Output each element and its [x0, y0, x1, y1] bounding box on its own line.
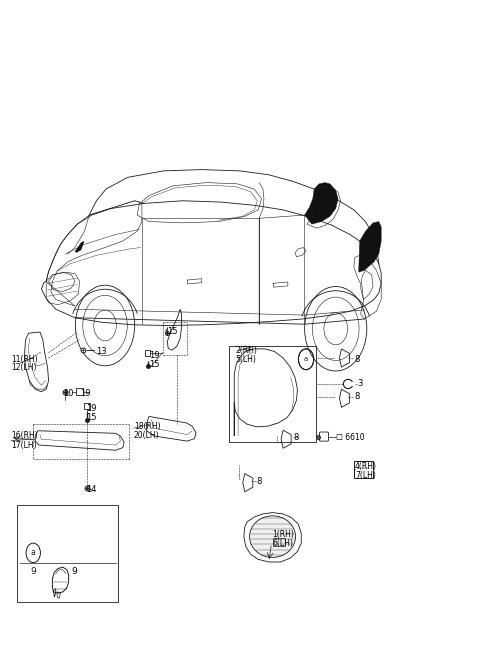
Circle shape [75, 285, 135, 366]
Text: 16(RH): 16(RH) [11, 432, 38, 441]
Text: 17(LH): 17(LH) [11, 441, 37, 450]
Text: 19: 19 [149, 351, 159, 360]
Text: 10: 10 [63, 389, 73, 398]
Text: 8: 8 [354, 393, 360, 402]
Text: 8: 8 [354, 355, 360, 364]
Text: 4(RH): 4(RH) [355, 462, 377, 471]
Text: 9: 9 [72, 566, 77, 575]
Text: 15: 15 [86, 413, 96, 422]
Text: 12(LH): 12(LH) [11, 363, 37, 372]
Text: a: a [304, 356, 308, 362]
Text: 20(LH): 20(LH) [134, 431, 159, 440]
Text: 18(RH): 18(RH) [134, 422, 160, 431]
Text: 3: 3 [357, 380, 362, 389]
Text: ☐ 6610: ☐ 6610 [336, 433, 364, 442]
Circle shape [305, 286, 367, 371]
Text: 19: 19 [86, 404, 96, 413]
Text: 8: 8 [257, 477, 262, 486]
Ellipse shape [250, 516, 296, 557]
FancyBboxPatch shape [76, 388, 84, 395]
Text: 13: 13 [96, 347, 107, 356]
Text: 19: 19 [80, 389, 90, 398]
Text: 8: 8 [294, 433, 299, 442]
Text: 1(RH): 1(RH) [273, 530, 294, 539]
Text: 15: 15 [167, 327, 178, 337]
Polygon shape [305, 182, 338, 224]
Text: 2(RH): 2(RH) [235, 346, 257, 355]
Text: 7(LH): 7(LH) [355, 471, 376, 480]
Polygon shape [75, 241, 84, 253]
FancyBboxPatch shape [84, 403, 90, 409]
Text: 11(RH): 11(RH) [11, 355, 38, 364]
FancyBboxPatch shape [145, 350, 151, 356]
Text: 5(LH): 5(LH) [235, 355, 256, 364]
Text: 14: 14 [86, 485, 96, 493]
Text: 9: 9 [30, 566, 36, 575]
Text: 6(LH): 6(LH) [273, 539, 293, 548]
Polygon shape [359, 221, 381, 272]
Text: 15: 15 [149, 360, 159, 369]
Text: a: a [30, 548, 35, 557]
